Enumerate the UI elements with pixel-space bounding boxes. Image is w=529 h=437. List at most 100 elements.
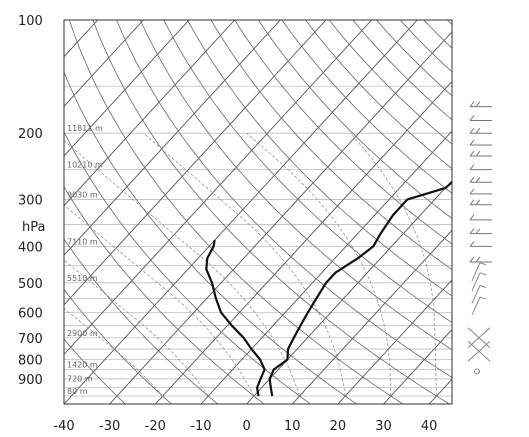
height-label: 9030 m xyxy=(67,190,98,199)
wind-barb-flag xyxy=(469,101,475,107)
isotherm-line xyxy=(428,378,452,404)
isotherm-line xyxy=(64,20,372,356)
isotherm-line xyxy=(291,229,452,404)
wind-barb-flag xyxy=(479,262,487,266)
isotherm-line xyxy=(0,20,6,404)
height-label: 7110 m xyxy=(67,237,98,246)
isotherm-line xyxy=(64,20,418,404)
dry-adiabat-line xyxy=(64,238,219,404)
isotherm-line xyxy=(246,180,452,404)
wind-barb-flag xyxy=(475,127,481,134)
y-tick-label: 500 xyxy=(18,277,43,292)
y-tick-label: 400 xyxy=(18,240,43,255)
wind-barb-flag xyxy=(479,272,487,276)
moist-adiabat-line xyxy=(64,307,163,397)
dry-adiabat-line xyxy=(64,186,265,404)
wind-barb-flag xyxy=(479,284,487,288)
wind-barb-flag xyxy=(469,214,475,221)
wind-barb-flag xyxy=(475,228,481,234)
y-tick-label: 800 xyxy=(18,354,43,369)
wind-barb-flag xyxy=(469,188,475,195)
isotherm-line xyxy=(64,20,236,207)
y-tick-label: 600 xyxy=(18,307,43,322)
dry-adiabat-line xyxy=(423,20,452,49)
wind-barb-flag xyxy=(479,296,487,300)
dry-adiabat-line xyxy=(187,20,452,297)
y-axis-unit-label: hPa xyxy=(22,220,45,235)
height-label: 11811 m xyxy=(67,124,103,133)
x-tick-label: 20 xyxy=(330,419,347,434)
moist-adiabat-line xyxy=(143,132,346,397)
moist-adiabat-line xyxy=(64,259,209,397)
moist-adiabat-line xyxy=(64,204,255,397)
height-label: 10210 m xyxy=(67,161,103,170)
y-tick-label: 200 xyxy=(18,127,43,142)
wind-barb xyxy=(471,262,481,281)
dry-adiabat-line xyxy=(163,20,452,324)
dry-adiabat-line xyxy=(64,131,311,404)
sounding-line-2 xyxy=(205,240,266,397)
height-label: 2900 m xyxy=(67,329,98,338)
moist-adiabat-line xyxy=(64,139,300,397)
y-tick-label: 100 xyxy=(18,14,43,29)
wind-barb-flag xyxy=(469,164,475,170)
height-label: 720 m xyxy=(67,374,93,383)
x-tick-label: 0 xyxy=(242,419,250,434)
calm-wind-circle xyxy=(474,368,480,375)
height-label: 80 m xyxy=(67,387,88,396)
y-axis-ticks: 100 200 300 400 500 600 700 800 900 xyxy=(18,14,43,388)
dry-adiabat-line xyxy=(234,20,452,245)
isotherm-line xyxy=(64,20,281,256)
y-tick-label: 900 xyxy=(18,373,43,388)
wind-barb-flag xyxy=(469,150,475,157)
wind-barb-flag xyxy=(475,176,481,183)
wind-barb xyxy=(471,296,481,316)
height-label: 1420 m xyxy=(67,360,98,369)
x-axis-ticks: -40 -30 -20 -10 0 10 20 30 40 xyxy=(53,419,437,434)
wind-barb-flag xyxy=(469,199,475,206)
wind-barb-flag xyxy=(469,127,475,134)
height-labels: 11811 m 10210 m 9030 m 7110 m 5510 m 2900 m 14… xyxy=(67,124,103,396)
dry-adiabat-line xyxy=(352,20,452,121)
wind-profile xyxy=(467,101,492,375)
isotherm-line xyxy=(109,31,452,404)
isotherm-line xyxy=(337,279,452,404)
wind-barb xyxy=(467,340,491,362)
isotherm-line xyxy=(64,20,327,306)
wind-barb-flag xyxy=(469,256,475,263)
x-tick-label: 40 xyxy=(421,419,438,434)
dry-adiabat-line xyxy=(471,20,529,404)
isotherm-line xyxy=(64,20,144,107)
dry-adiabat-line xyxy=(68,20,404,404)
x-tick-label: -20 xyxy=(145,419,166,434)
isotherm-line xyxy=(383,328,452,404)
dry-adiabat-line xyxy=(328,20,452,145)
sounding-series xyxy=(205,180,452,397)
isotherm-line xyxy=(64,20,190,157)
y-tick-label: 700 xyxy=(18,332,43,347)
isotherm-line xyxy=(64,20,99,58)
moist-adiabat-line xyxy=(350,132,437,397)
dry-adiabat-line xyxy=(376,20,452,97)
wind-barb xyxy=(471,285,481,304)
sounding-line-1 xyxy=(268,180,452,397)
wind-barb-flag xyxy=(469,176,475,183)
dry-adiabat-line xyxy=(281,20,452,194)
wind-barb-flag xyxy=(469,115,475,121)
wind-barb-flag xyxy=(475,256,481,263)
isotherm-line xyxy=(154,80,452,404)
dry-adiabat-line xyxy=(116,20,452,378)
dry-adiabat-line xyxy=(305,20,452,170)
dry-adiabat-line xyxy=(64,288,172,404)
moist-adiabat-line xyxy=(246,132,392,397)
x-tick-label: 30 xyxy=(375,419,392,434)
wind-barb xyxy=(471,272,481,292)
wind-barb-flag xyxy=(475,101,481,107)
dry-adiabat-line xyxy=(399,20,452,73)
dry-adiabat-line xyxy=(139,20,452,351)
dry-adiabat-line xyxy=(257,20,452,220)
dry-adiabat-line xyxy=(92,20,450,404)
wind-barb-flag xyxy=(469,228,475,234)
plot-frame xyxy=(63,19,453,405)
